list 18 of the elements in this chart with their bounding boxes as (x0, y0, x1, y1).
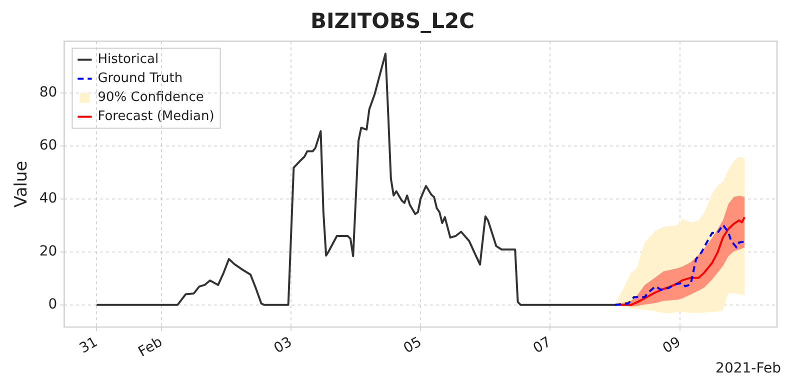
legend-label: Forecast (Median) (98, 109, 214, 124)
x-tick-label: 31 (76, 334, 100, 357)
legend-label: Historical (98, 52, 159, 68)
x-tick-label: 07 (530, 334, 554, 357)
x-tick-label: Feb (136, 334, 166, 360)
legend-label: Ground Truth (98, 71, 183, 86)
y-tick-label: 0 (48, 296, 58, 312)
y-tick-label: 60 (39, 138, 58, 154)
y-tick-label: 80 (39, 84, 58, 101)
text: 2021-Feb (716, 360, 782, 377)
x-tick-label: 05 (400, 334, 424, 357)
x-tick-label: 09 (660, 334, 684, 357)
y-tick-label: 40 (39, 190, 58, 207)
chart-title: BIZITOBS_L2C (310, 9, 475, 34)
y-tick-label: 20 (39, 244, 58, 260)
y-axis-title: Value (12, 160, 32, 208)
legend-label: 90% Confidence (98, 90, 204, 106)
x-tick-label: 03 (271, 334, 295, 357)
